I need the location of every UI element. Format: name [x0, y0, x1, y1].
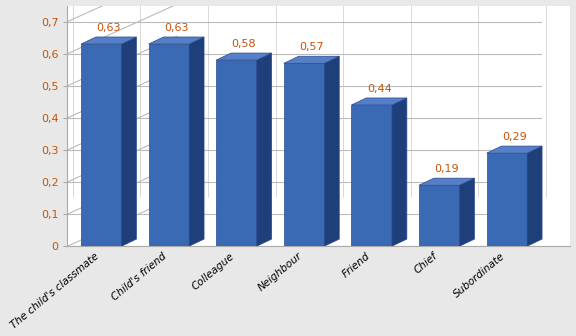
Polygon shape [284, 63, 324, 246]
Text: 0,19: 0,19 [434, 164, 459, 174]
Text: 0,29: 0,29 [502, 132, 526, 142]
Text: 0,44: 0,44 [367, 84, 392, 94]
Polygon shape [216, 60, 257, 246]
Polygon shape [149, 44, 189, 246]
Polygon shape [527, 146, 542, 246]
Polygon shape [392, 98, 407, 246]
Text: 0,58: 0,58 [232, 39, 256, 49]
Polygon shape [122, 37, 137, 246]
Polygon shape [216, 53, 272, 60]
Polygon shape [487, 153, 527, 246]
Text: 0,63: 0,63 [96, 23, 121, 33]
Polygon shape [419, 185, 460, 246]
Text: 0,57: 0,57 [299, 42, 324, 52]
Polygon shape [257, 53, 272, 246]
Polygon shape [487, 146, 542, 153]
Polygon shape [81, 37, 137, 44]
Polygon shape [324, 56, 339, 246]
Polygon shape [351, 105, 392, 246]
Polygon shape [189, 37, 204, 246]
Polygon shape [351, 98, 407, 105]
Text: 0,63: 0,63 [164, 23, 188, 33]
Polygon shape [81, 44, 122, 246]
Polygon shape [284, 56, 339, 63]
Polygon shape [419, 178, 475, 185]
Polygon shape [460, 178, 475, 246]
Polygon shape [149, 37, 204, 44]
